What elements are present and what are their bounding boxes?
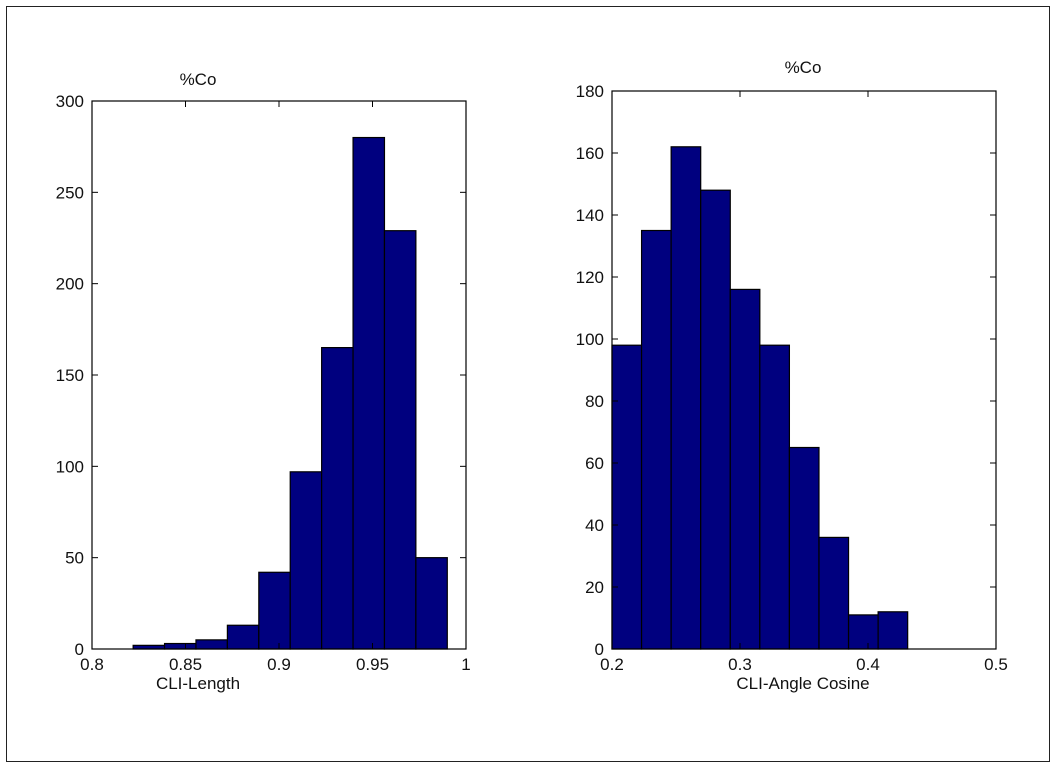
x-tick-label: 0.9 bbox=[267, 655, 291, 674]
y-tick-label: 180 bbox=[576, 82, 604, 101]
histogram-bar bbox=[670, 146, 702, 650]
histogram-bar bbox=[258, 571, 291, 650]
histogram-bar bbox=[352, 136, 386, 650]
histogram-bar bbox=[226, 624, 260, 650]
histogram-bar bbox=[163, 642, 197, 650]
histogram-bar bbox=[759, 344, 791, 650]
histogram-bar bbox=[847, 614, 879, 650]
y-tick-label: 80 bbox=[585, 392, 604, 411]
x-tick-label: 0.85 bbox=[169, 655, 202, 674]
x-tick-label: 1 bbox=[461, 655, 470, 674]
x-tick-label: 0.8 bbox=[80, 655, 104, 674]
x-axis-label: CLI-Angle Cosine bbox=[736, 674, 869, 693]
histogram-cli-angle-cosine: %Co CLI-Angle Cosine 0.2 0.3 0.4 0.5 0 20 40 60… bbox=[576, 58, 1008, 693]
histogram-bar bbox=[729, 288, 761, 650]
histogram-cli-length: %Co CLI-Length 0.8 0.85 0.9 0.95 1 0 50 100 150 2… bbox=[56, 70, 471, 693]
histogram-bar bbox=[415, 557, 448, 650]
figure-frame: %Co CLI-Length 0.8 0.85 0.9 0.95 1 0 50 100 150 2… bbox=[6, 6, 1050, 762]
x-tick-label: 0.2 bbox=[600, 655, 624, 674]
y-tick-label: 0 bbox=[595, 640, 604, 659]
axes-box bbox=[611, 90, 997, 650]
y-tick-label: 20 bbox=[585, 578, 604, 597]
histogram-bar bbox=[383, 230, 417, 650]
histogram-bar bbox=[700, 189, 731, 650]
x-tick-label: 0.4 bbox=[856, 655, 880, 674]
x-axis-label: CLI-Length bbox=[156, 674, 240, 693]
histogram-bar bbox=[321, 347, 354, 650]
x-tick-label: 0.95 bbox=[356, 655, 389, 674]
y-tick-label: 140 bbox=[576, 206, 604, 225]
histogram-bar bbox=[611, 344, 643, 650]
y-tick-label: 120 bbox=[576, 268, 604, 287]
y-tick-label: 100 bbox=[576, 330, 604, 349]
histogram-bar bbox=[289, 471, 323, 650]
x-tick-label: 0.5 bbox=[984, 655, 1008, 674]
y-tick-label: 160 bbox=[576, 144, 604, 163]
y-tick-label: 40 bbox=[585, 516, 604, 535]
y-tick-label: 100 bbox=[56, 457, 84, 476]
y-tick-label: 150 bbox=[56, 366, 84, 385]
histogram-bar bbox=[818, 536, 850, 650]
chart-title: %Co bbox=[785, 58, 822, 77]
y-tick-label: 250 bbox=[56, 183, 84, 202]
y-tick-label: 300 bbox=[56, 92, 84, 111]
histogram-bar bbox=[195, 639, 228, 650]
chart-title: %Co bbox=[180, 70, 217, 89]
figure-canvas: %Co CLI-Length 0.8 0.85 0.9 0.95 1 0 50 100 150 2… bbox=[56, 58, 1008, 693]
y-tick-label: 50 bbox=[65, 549, 84, 568]
histogram-bar bbox=[640, 229, 672, 650]
y-tick-label: 0 bbox=[75, 640, 84, 659]
histogram-bar bbox=[877, 611, 909, 650]
histogram-bar bbox=[788, 446, 820, 650]
y-tick-label: 200 bbox=[56, 275, 84, 294]
x-tick-label: 0.3 bbox=[728, 655, 752, 674]
y-tick-label: 60 bbox=[585, 454, 604, 473]
